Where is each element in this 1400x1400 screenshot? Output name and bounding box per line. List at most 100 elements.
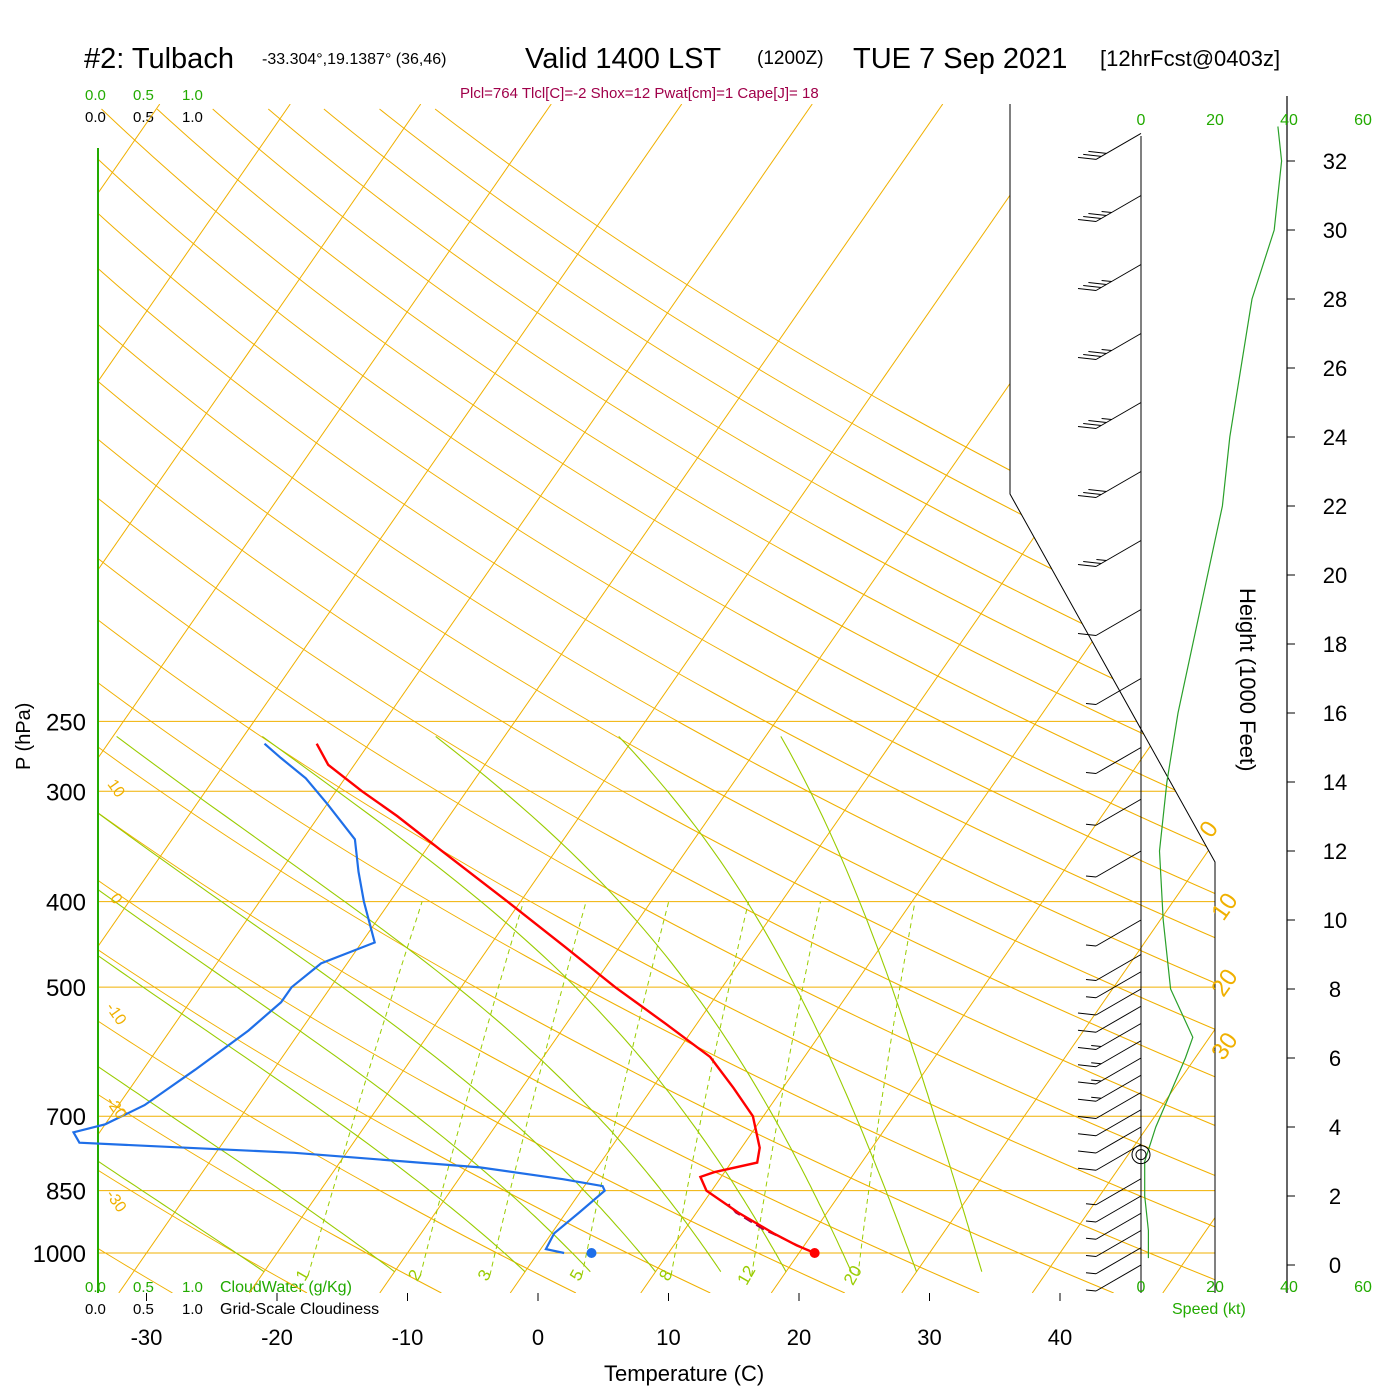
- isotherm-line: [901, 104, 1215, 1293]
- station-coords: -33.304°,19.1387° (36,46): [262, 51, 446, 68]
- cloudiness-label: Grid-Scale Cloudiness: [220, 1301, 379, 1318]
- mixing-ratio-label: 3: [474, 1266, 495, 1284]
- wind-barb-half-flag: [1085, 1272, 1097, 1275]
- wind-barb-flag: [1077, 1133, 1097, 1137]
- mixing-ratio-line: [581, 901, 670, 1276]
- wind-barb-flag: [1077, 1098, 1097, 1102]
- wind-barb-flag: [1083, 285, 1102, 288]
- wind-barb-staff: [1095, 1178, 1142, 1206]
- speed-tick-label-top: 60: [1354, 112, 1372, 129]
- mixing-ratio-label: 20: [840, 1262, 866, 1288]
- speed-tick-label-bottom: 0: [1137, 1279, 1146, 1296]
- wind-barb-flag: [1077, 633, 1097, 636]
- height-tick-label: 2: [1329, 1184, 1341, 1209]
- dry-adiabat: [98, 108, 711, 1293]
- dry-adiabat: [323, 108, 1215, 1293]
- valid-date: TUE 7 Sep 2021: [853, 43, 1067, 75]
- moist-adiabat: [116, 735, 722, 1273]
- wind-barb-flag: [1077, 426, 1097, 429]
- cl-bottom-tick: 0.0: [85, 1301, 106, 1318]
- wind-panel: 0020204040606002468101214161820222426283…: [1077, 96, 1372, 1296]
- speed-tick-label-bottom: 20: [1206, 1279, 1224, 1296]
- mixing-ratio-line: [307, 901, 423, 1276]
- cloudwater-label: CloudWater (g/Kg): [220, 1279, 352, 1296]
- speed-tick-label-top: 40: [1280, 112, 1298, 129]
- wind-barb-flag: [1088, 150, 1107, 154]
- stability-indices: Plcl=764 Tlcl[C]=-2 Shox=12 Pwat[cm]=1 C…: [460, 85, 819, 102]
- wind-barb-flag: [1083, 354, 1102, 357]
- wind-barb-half-flag: [1101, 349, 1112, 351]
- wind-barb-staff: [1095, 798, 1142, 826]
- wind-barb-half-flag: [1085, 996, 1097, 999]
- wind-barb-staff: [1095, 1126, 1142, 1154]
- cl-bottom-tick: 0.5: [133, 1301, 154, 1318]
- mixing-ratio-label: 12: [734, 1262, 760, 1288]
- isotherm-line: [98, 104, 813, 1293]
- cw-top-tick: 0.0: [85, 87, 106, 104]
- cl-top-tick: 0.5: [133, 109, 154, 126]
- isotherm-line: [1162, 104, 1215, 1293]
- wind-barb-flag: [1077, 564, 1097, 567]
- wind-barb-staff: [1095, 264, 1142, 291]
- temperature-tick-label: 30: [917, 1325, 941, 1350]
- mixing-ratio-line: [751, 901, 821, 1276]
- moist-adiabat: [98, 736, 265, 1273]
- wind-barb-staff: [1095, 1143, 1142, 1171]
- isotherm-line: [98, 104, 552, 1293]
- pressure-tick-label: 850: [46, 1179, 86, 1206]
- temperature-tick-label: -10: [392, 1325, 424, 1350]
- speed-tick-label-bottom: 60: [1354, 1279, 1372, 1296]
- wind-barb-staff: [1095, 195, 1142, 222]
- valid-time: Valid 1400 LST: [525, 43, 721, 75]
- wind-barb-half-flag: [1085, 823, 1097, 826]
- isotherm-line: [118, 104, 944, 1293]
- mixing-ratio-line: [670, 901, 750, 1276]
- wind-barb-staff: [1095, 1092, 1142, 1119]
- wind-barb-staff: [1095, 333, 1142, 360]
- moist-adiabat: [435, 735, 852, 1272]
- wind-barb-staff: [1095, 850, 1142, 878]
- mixing-ratio-line: [489, 901, 587, 1276]
- wind-barb-flag: [1077, 156, 1097, 160]
- grid-layer: [98, 104, 1215, 1293]
- dry-adiabat: [98, 108, 442, 1293]
- wind-barb-flag: [1077, 1047, 1097, 1050]
- wind-barb-staff: [1095, 954, 1142, 981]
- wind-barb-half-flag: [1085, 979, 1097, 981]
- wind-barb-staff: [1095, 1230, 1142, 1257]
- height-tick-label: 30: [1323, 218, 1347, 243]
- wind-barb-half-flag: [1085, 772, 1097, 774]
- wind-barb-staff: [1095, 971, 1142, 999]
- wind-barb-flag: [1077, 1029, 1097, 1033]
- wind-barb-staff: [1095, 132, 1142, 160]
- calm-wind-marker: [1131, 1145, 1151, 1165]
- mixing-ratio-label: 5: [566, 1266, 587, 1284]
- wind-barb-staff: [1095, 678, 1142, 705]
- x-axis-label: Temperature (C): [604, 1361, 764, 1386]
- wind-barb-flag: [1083, 216, 1102, 219]
- height-axis-label: Height (1000 Feet): [1235, 588, 1260, 771]
- wind-barb-staff: [1095, 540, 1142, 567]
- height-tick-label: 12: [1323, 839, 1347, 864]
- wind-barb-flag: [1077, 1064, 1097, 1068]
- wind-barb-flag: [1088, 282, 1107, 285]
- wind-barb-staff: [1095, 1264, 1142, 1292]
- wind-barb-flag: [1077, 357, 1097, 360]
- wind-barb-staff: [1095, 1005, 1142, 1033]
- temperature-tick-label: -30: [131, 1325, 163, 1350]
- wind-barb-staff: [1095, 609, 1142, 636]
- speed-axis-label: Speed (kt): [1172, 1301, 1246, 1318]
- pressure-tick-label: 700: [46, 1104, 86, 1131]
- height-tick-label: 14: [1323, 770, 1347, 795]
- isotherm-label: 10: [1206, 888, 1243, 925]
- dry-adiabat: [101, 108, 1215, 1293]
- wind-barb-flag: [1083, 153, 1102, 157]
- isotherm-label: 10: [104, 777, 128, 801]
- valid-utc: (1200Z): [757, 48, 824, 69]
- dry-adiabat: [98, 108, 1215, 1293]
- wind-barb-staff: [1095, 471, 1142, 498]
- surface-temperature-marker: [809, 1248, 820, 1258]
- wind-barb-half-flag: [1101, 418, 1112, 420]
- temperature-tick-label: 20: [787, 1325, 811, 1350]
- pressure-tick-label: 250: [46, 709, 86, 736]
